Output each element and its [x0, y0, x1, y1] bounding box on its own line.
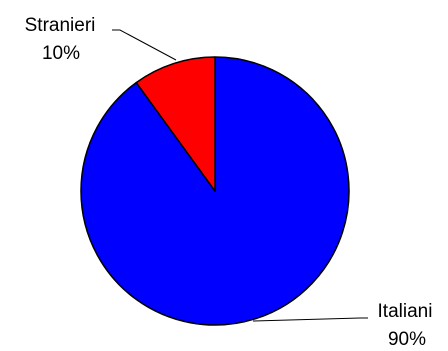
slice-value-italiani: 90%	[388, 329, 426, 350]
leader-line-italiani	[252, 317, 368, 322]
pie-slices	[80, 56, 350, 326]
label-stranieri: Stranieri 10%	[25, 15, 177, 64]
slice-label-italiani: Italiani	[378, 301, 433, 322]
slice-label-stranieri: Stranieri	[25, 15, 96, 36]
leader-line-stranieri	[112, 29, 177, 61]
pie-slice-stranieri	[135, 56, 216, 192]
label-italiani: Italiani 90%	[252, 301, 433, 350]
slice-value-stranieri: 10%	[42, 43, 80, 64]
